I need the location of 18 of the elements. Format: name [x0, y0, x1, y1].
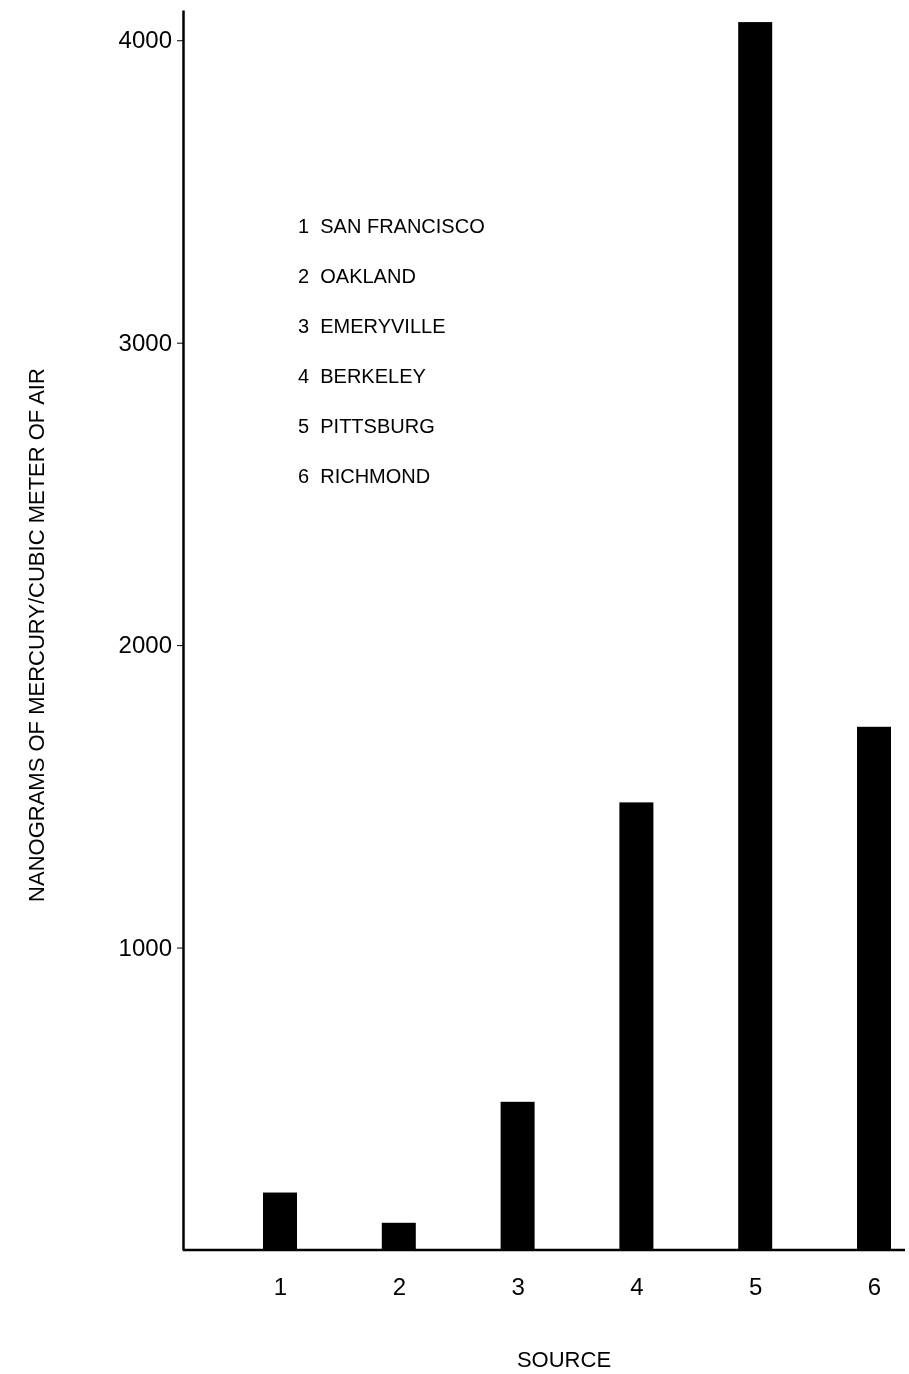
annotation: 3 EMERYVILLE — [298, 315, 446, 337]
y-tick-label: 4000 — [118, 26, 172, 54]
x-tick-label: 2 — [392, 1273, 406, 1301]
y-axis-title: NANOGRAMS OF MERCURY/CUBIC METER OF AIR — [24, 368, 49, 902]
y-tick-label: 1000 — [118, 933, 172, 961]
x-tick-label: 1 — [273, 1273, 288, 1301]
annotation: 1 SAN FRANCISCO — [298, 215, 485, 237]
x-tick-label: 5 — [749, 1273, 763, 1301]
y-tick-label: 2000 — [118, 631, 172, 659]
annotation: 4 BERKELEY — [298, 365, 426, 387]
x-tick-label: 3 — [511, 1273, 525, 1301]
annotation: 5 PITTSBURG — [298, 415, 435, 437]
y-tick-label: 3000 — [118, 328, 172, 356]
x-tick-label: 6 — [867, 1273, 882, 1301]
annotation: 2 OAKLAND — [298, 265, 416, 287]
annotation: 6 RICHMOND — [298, 465, 431, 487]
x-axis-title: SOURCE — [516, 1347, 612, 1372]
x-tick-label: 4 — [630, 1273, 644, 1301]
